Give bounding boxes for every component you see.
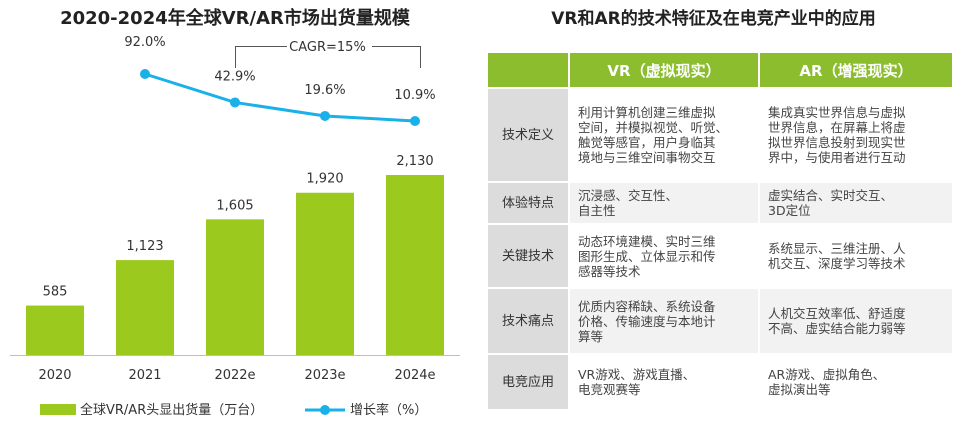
bar-label-2021: 1,123 <box>126 239 163 254</box>
bar-2020 <box>26 305 84 355</box>
vr-cell-line: 动态环境建模、实时三维 <box>578 233 716 249</box>
growth-point-2022e <box>230 97 240 108</box>
ar-cell-line: 人机交互效率低、舒适度 <box>768 306 906 321</box>
growth-label-2022e: 42.9% <box>214 69 255 84</box>
bar-label-2020: 585 <box>43 285 68 300</box>
vr-cell-line: 触觉等感官，用户身临其 <box>578 135 716 150</box>
vr-cell-line: 价格、传输速度与本地计 <box>578 313 716 329</box>
ar-cell-line: 拟世界信息投射到现实世 <box>768 135 906 150</box>
growth-line <box>144 72 416 123</box>
x-tick-2021: 2021 <box>128 368 161 383</box>
table-row: 技术定义 利用计算机创建三维虚拟 空间，并模拟视觉、听觉、 触觉等感官，用户身临其 境地… <box>488 87 952 181</box>
ar-cell-line: 集成真实世界信息与虚拟 <box>768 105 906 120</box>
table-row: 体验特点 沉浸感、交互性、 自主性 虚实结合、实时交互、 3D定位 <box>488 181 952 223</box>
x-tick-2024e: 2024e <box>394 368 435 383</box>
vr-cell-line: 境地与三维空间事物交互 <box>578 150 716 165</box>
vr-cell-line: 利用计算机创建三维虚拟 <box>578 105 716 120</box>
x-tick-2022e: 2022e <box>214 368 255 383</box>
vr-cell-line: 感器等技术 <box>578 263 641 279</box>
table-title: VR和AR的技术特征及在电竞产业中的应用 <box>551 9 876 29</box>
legend-line-marker <box>320 405 330 415</box>
header-blank <box>488 53 570 87</box>
bar-label-2024e: 2,130 <box>396 154 433 169</box>
bar-label-2022e: 1,605 <box>216 198 253 213</box>
vr-cell: 沉浸感、交互性、 自主性 <box>570 181 760 223</box>
row-label: 电竞应用 <box>488 353 570 409</box>
vr-cell: 利用计算机创建三维虚拟 空间，并模拟视觉、听觉、 触觉等感官，用户身临其 境地与三维空… <box>570 87 760 181</box>
vr-cell-line: 空间，并模拟视觉、听觉、 <box>578 120 729 135</box>
table-row: 电竞应用 VR游戏、游戏直播、 电竞观赛等 AR游戏、虚拟角色、 虚拟演出等 <box>488 353 952 409</box>
ar-cell-line: 3D定位 <box>768 203 811 218</box>
vr-cell-line: VR游戏、游戏直播、 <box>578 367 696 382</box>
ar-cell: 集成真实世界信息与虚拟 世界信息，在屏幕上将虚 拟世界信息投射到现实世 界中，与使用者… <box>760 87 952 181</box>
growth-point-2021 <box>140 69 150 79</box>
growth-point-2023e <box>320 110 330 121</box>
vr-cell: 优质内容稀缺、系统设备 价格、传输速度与本地计 算等 <box>570 287 760 353</box>
ar-cell-line: 世界信息，在屏幕上将虚 <box>768 120 906 135</box>
ar-cell-line: 虚实结合、实时交互、 <box>768 188 894 203</box>
legend-bar-label: 全球VR/AR头显出货量（万台） <box>80 402 263 418</box>
vr-cell-line: 沉浸感、交互性、 <box>578 188 679 203</box>
table-row: 关键技术 动态环境建模、实时三维 图形生成、立体显示和传 感器等技术 系统显示、三维注册… <box>488 223 952 287</box>
ar-cell: 人机交互效率低、舒适度 不高、虚实结合能力弱等 <box>760 287 952 353</box>
bar-2022e <box>206 219 264 355</box>
table-header-row: VR（虚拟现实） AR（增强现实） <box>488 53 952 87</box>
vr-cell-line: 图形生成、立体显示和传 <box>578 248 716 264</box>
bar-label-2023e: 1,920 <box>306 172 343 187</box>
row-label: 体验特点 <box>488 181 570 223</box>
ar-cell-line: 机交互、深度学习等技术 <box>768 256 906 271</box>
vr-cell-line: 算等 <box>578 328 604 344</box>
vr-cell: VR游戏、游戏直播、 电竞观赛等 <box>570 353 760 409</box>
vr-cell: 动态环境建模、实时三维 图形生成、立体显示和传 感器等技术 <box>570 223 760 287</box>
growth-label-2023e: 19.6% <box>304 83 345 98</box>
legend-line-label: 增长率（%） <box>350 402 427 418</box>
ar-cell-line: 界中，与使用者进行互动 <box>768 150 906 165</box>
ar-cell-line: 不高、虚实结合能力弱等 <box>768 321 906 336</box>
vr-cell-line: 自主性 <box>578 203 616 218</box>
growth-label-2024e: 10.9% <box>394 88 435 103</box>
row-label: 技术定义 <box>488 87 570 181</box>
ar-cell-line: 系统显示、三维注册、人 <box>768 241 906 256</box>
ar-cell-line: 虚拟演出等 <box>768 382 831 397</box>
growth-point-2024e <box>410 116 420 126</box>
table-row: 技术痛点 优质内容稀缺、系统设备 价格、传输速度与本地计 算等 人机交互效率低、舒适度不… <box>488 287 952 353</box>
ar-cell: 虚实结合、实时交互、 3D定位 <box>760 181 952 223</box>
vr-ar-feature-table: VR（虚拟现实） AR（增强现实） 技术定义 利用计算机创建三维虚拟 空间，并模拟视… <box>488 53 952 409</box>
vr-cell-line: 电竞观赛等 <box>578 382 641 397</box>
header-vr: VR（虚拟现实） <box>570 53 760 87</box>
vr-cell-line: 优质内容稀缺、系统设备 <box>578 298 716 314</box>
chart-title: 2020-2024年全球VR/AR市场出货量规模 <box>60 8 410 29</box>
ar-cell: AR游戏、虚拟角色、 虚拟演出等 <box>760 353 952 409</box>
row-label: 关键技术 <box>488 223 570 287</box>
bar-2024e <box>386 175 444 355</box>
growth-label-2021: 92.0% <box>124 35 165 50</box>
ar-cell: 系统显示、三维注册、人 机交互、深度学习等技术 <box>760 223 952 287</box>
x-tick-2020: 2020 <box>38 368 71 383</box>
x-tick-2023e: 2023e <box>304 368 345 383</box>
shipment-chart: 585 2020 1,123 2021 1,605 2022e 1,920 2023e 2,13… <box>10 35 460 418</box>
header-ar: AR（增强现实） <box>760 53 952 87</box>
bar-2023e <box>296 192 354 355</box>
cagr-label: CAGR=15% <box>289 40 366 55</box>
ar-cell-line: AR游戏、虚拟角色、 <box>768 367 886 382</box>
legend-bar-swatch <box>40 404 76 415</box>
bar-2021 <box>116 260 174 355</box>
row-label: 技术痛点 <box>488 287 570 353</box>
